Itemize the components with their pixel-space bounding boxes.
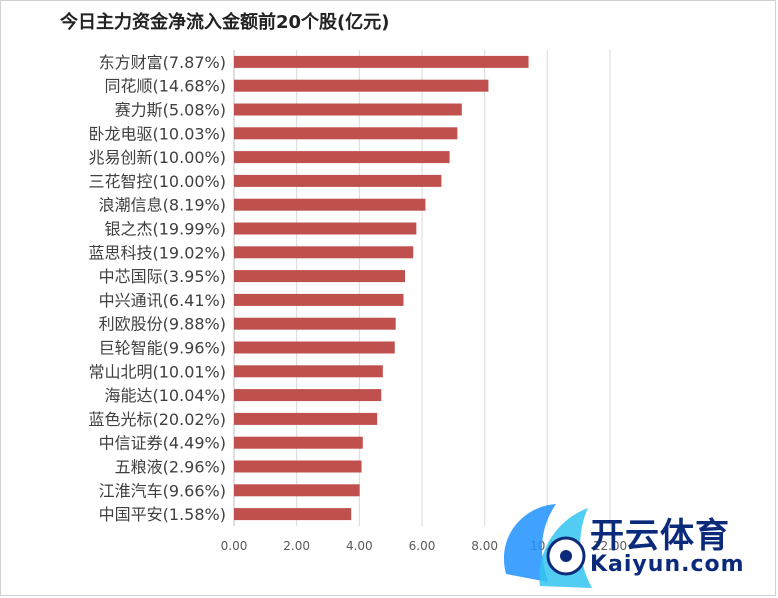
category-label: 蓝色光标(20.02%) [89,410,227,429]
bar [234,79,489,92]
bar [234,151,450,164]
category-label: 五粮液(2.96%) [115,458,226,477]
category-label: 海能达(10.04%) [105,386,227,405]
bar [234,222,417,235]
bar [234,412,378,425]
chart-title: 今日主力资金净流入金额前20个股(亿元) [60,12,390,33]
category-label: 赛力斯(5.08%) [115,101,226,120]
category-label: 同花顺(14.68%) [105,77,227,96]
bar [234,174,442,187]
watermark-brand-en: Kaiyun.com [590,552,745,577]
category-label: 中芯国际(3.95%) [99,267,226,286]
bar [234,55,529,68]
x-tick-label: 0.00 [221,539,248,553]
kaiyun-logo-icon [503,504,592,588]
bar [234,198,426,211]
category-label: 江淮汽车(9.66%) [99,481,226,500]
category-label: 兆易创新(10.00%) [89,148,227,167]
bar [234,293,404,306]
category-label: 银之杰(19.99%) [105,220,227,239]
category-label: 中兴通讯(6.41%) [99,291,226,310]
x-tick-label: 6.00 [409,539,436,553]
category-label: 巨轮智能(9.96%) [99,339,226,358]
bar [234,508,352,521]
category-label: 三花智控(10.00%) [89,172,227,191]
category-label: 卧龙电驱(10.03%) [89,124,227,143]
x-tick-label: 2.00 [283,539,310,553]
bar [234,484,360,497]
watermark-brand-cn: 开云体育 [590,516,730,556]
x-tick-label: 8.00 [471,539,498,553]
bar [234,460,362,473]
category-label: 常山北明(10.01%) [89,362,227,381]
bar [234,317,396,330]
bar [234,389,382,402]
category-label: 蓝思科技(19.02%) [89,243,227,262]
category-label: 东方财富(7.87%) [99,53,226,72]
bar [234,436,363,449]
category-label: 中国平安(1.58%) [99,505,226,524]
bar [234,365,383,378]
bar [234,246,414,259]
category-label: 浪潮信息(8.19%) [99,196,226,215]
bar [234,127,458,140]
x-tick-label: 4.00 [346,539,373,553]
bar [234,270,406,283]
bar [234,341,395,354]
category-label: 利欧股份(9.88%) [99,315,226,334]
x-tick-label: 12.00 [593,539,627,553]
category-label: 中信证券(4.49%) [99,434,226,453]
bar [234,103,462,116]
